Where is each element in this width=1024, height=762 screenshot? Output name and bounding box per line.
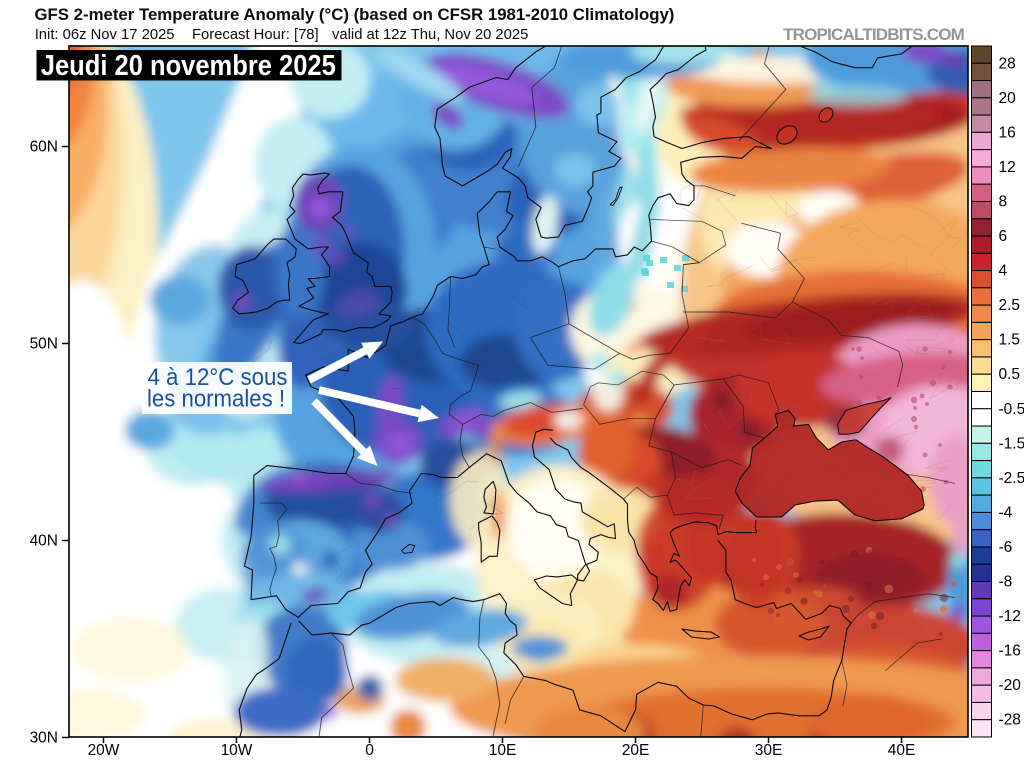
svg-text:-0.5: -0.5 [999, 401, 1024, 418]
svg-text:les normales !: les normales ! [147, 386, 285, 413]
svg-text:valid at 12z Thu, Nov 20 2025: valid at 12z Thu, Nov 20 2025 [332, 27, 528, 43]
svg-text:4: 4 [999, 263, 1008, 280]
svg-text:20: 20 [999, 90, 1017, 107]
svg-text:-4: -4 [999, 504, 1013, 521]
svg-text:GFS 2-meter Temperature Anomal: GFS 2-meter Temperature Anomaly (°C) (ba… [35, 5, 675, 24]
svg-text:Init: 06z Nov 17 2025: Init: 06z Nov 17 2025 [35, 27, 175, 43]
svg-text:0: 0 [365, 742, 374, 757]
svg-text:20E: 20E [622, 742, 650, 757]
svg-text:30E: 30E [755, 742, 783, 757]
svg-text:-16: -16 [999, 643, 1021, 660]
svg-text:-20: -20 [999, 677, 1022, 694]
svg-text:30N: 30N [30, 730, 58, 747]
svg-text:12: 12 [999, 159, 1016, 176]
svg-text:TROPICALTIDBITS.COM: TROPICALTIDBITS.COM [783, 25, 965, 44]
svg-text:8: 8 [999, 194, 1008, 211]
svg-text:16: 16 [999, 124, 1016, 141]
svg-text:2.5: 2.5 [999, 297, 1021, 314]
svg-text:Jeudi 20 novembre 2025: Jeudi 20 novembre 2025 [41, 50, 336, 82]
svg-text:-1.5: -1.5 [999, 435, 1024, 452]
svg-text:20W: 20W [88, 742, 120, 757]
svg-text:-28: -28 [999, 712, 1021, 729]
svg-text:28: 28 [999, 55, 1016, 72]
svg-text:50N: 50N [30, 336, 58, 353]
svg-text:-8: -8 [999, 574, 1013, 591]
svg-text:Forecast Hour: [78]: Forecast Hour: [78] [192, 27, 319, 43]
svg-text:-6: -6 [999, 539, 1013, 556]
svg-text:10E: 10E [489, 742, 517, 757]
svg-text:40E: 40E [888, 742, 916, 757]
svg-text:40N: 40N [30, 533, 58, 550]
svg-text:1.5: 1.5 [999, 332, 1021, 349]
svg-text:-12: -12 [999, 608, 1021, 625]
svg-text:6: 6 [999, 228, 1008, 245]
svg-text:60N: 60N [30, 139, 58, 156]
svg-text:10W: 10W [221, 742, 253, 757]
svg-text:0.5: 0.5 [999, 366, 1021, 383]
svg-text:-2.5: -2.5 [999, 470, 1024, 487]
